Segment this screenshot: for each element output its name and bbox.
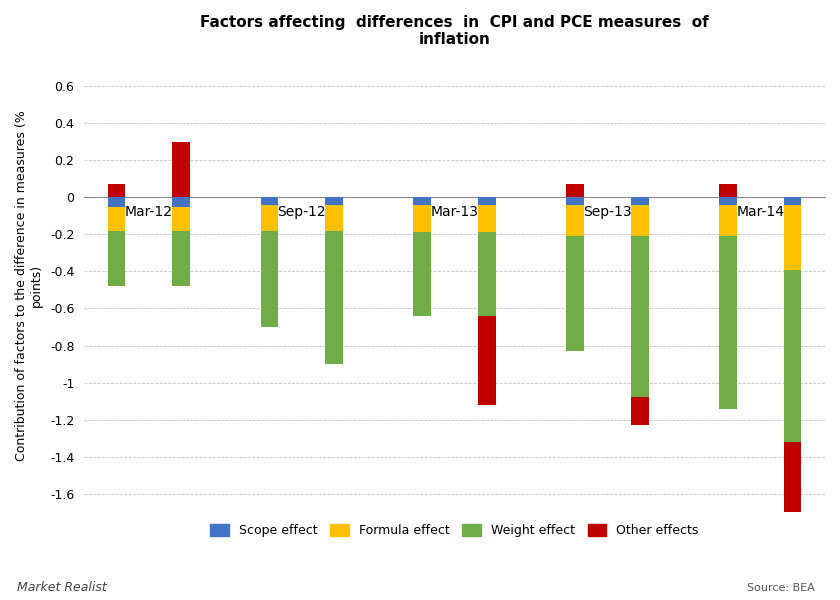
Bar [566,205,584,236]
Bar [172,197,190,206]
Bar [172,206,190,230]
Bar [784,442,801,600]
Bar [631,236,648,397]
Title: Factors affecting  differences  in  CPI and PCE measures  of
inflation: Factors affecting differences in CPI and… [200,15,709,47]
Bar [260,197,278,205]
Bar [478,197,496,205]
Bar [719,236,737,409]
Bar [784,205,801,269]
Bar [719,205,737,236]
Bar [631,197,648,205]
Legend: Scope effect, Formula effect, Weight effect, Other effects: Scope effect, Formula effect, Weight eff… [206,520,704,542]
Bar [325,205,343,230]
Bar [784,269,801,442]
Bar [478,232,496,316]
Y-axis label: Contribution of factors to the difference in measures (%
points): Contribution of factors to the differenc… [15,110,43,461]
Bar [478,316,496,405]
Bar [260,230,278,327]
Bar [325,197,343,205]
Bar [108,197,125,206]
Bar [108,184,125,197]
Bar [631,205,648,236]
Bar [325,230,343,364]
Bar [478,205,496,232]
Bar [413,197,431,205]
Bar [719,197,737,205]
Bar [108,206,125,230]
Bar [108,230,125,286]
Text: Source: BEA: Source: BEA [747,583,815,593]
Bar [566,197,584,205]
Bar [260,205,278,230]
Bar [413,232,431,316]
Bar [172,142,190,197]
Bar [719,184,737,197]
Text: Market Realist: Market Realist [17,581,107,594]
Bar [631,397,648,425]
Bar [566,184,584,197]
Bar [566,236,584,351]
Bar [413,205,431,232]
Bar [172,230,190,286]
Bar [784,197,801,205]
